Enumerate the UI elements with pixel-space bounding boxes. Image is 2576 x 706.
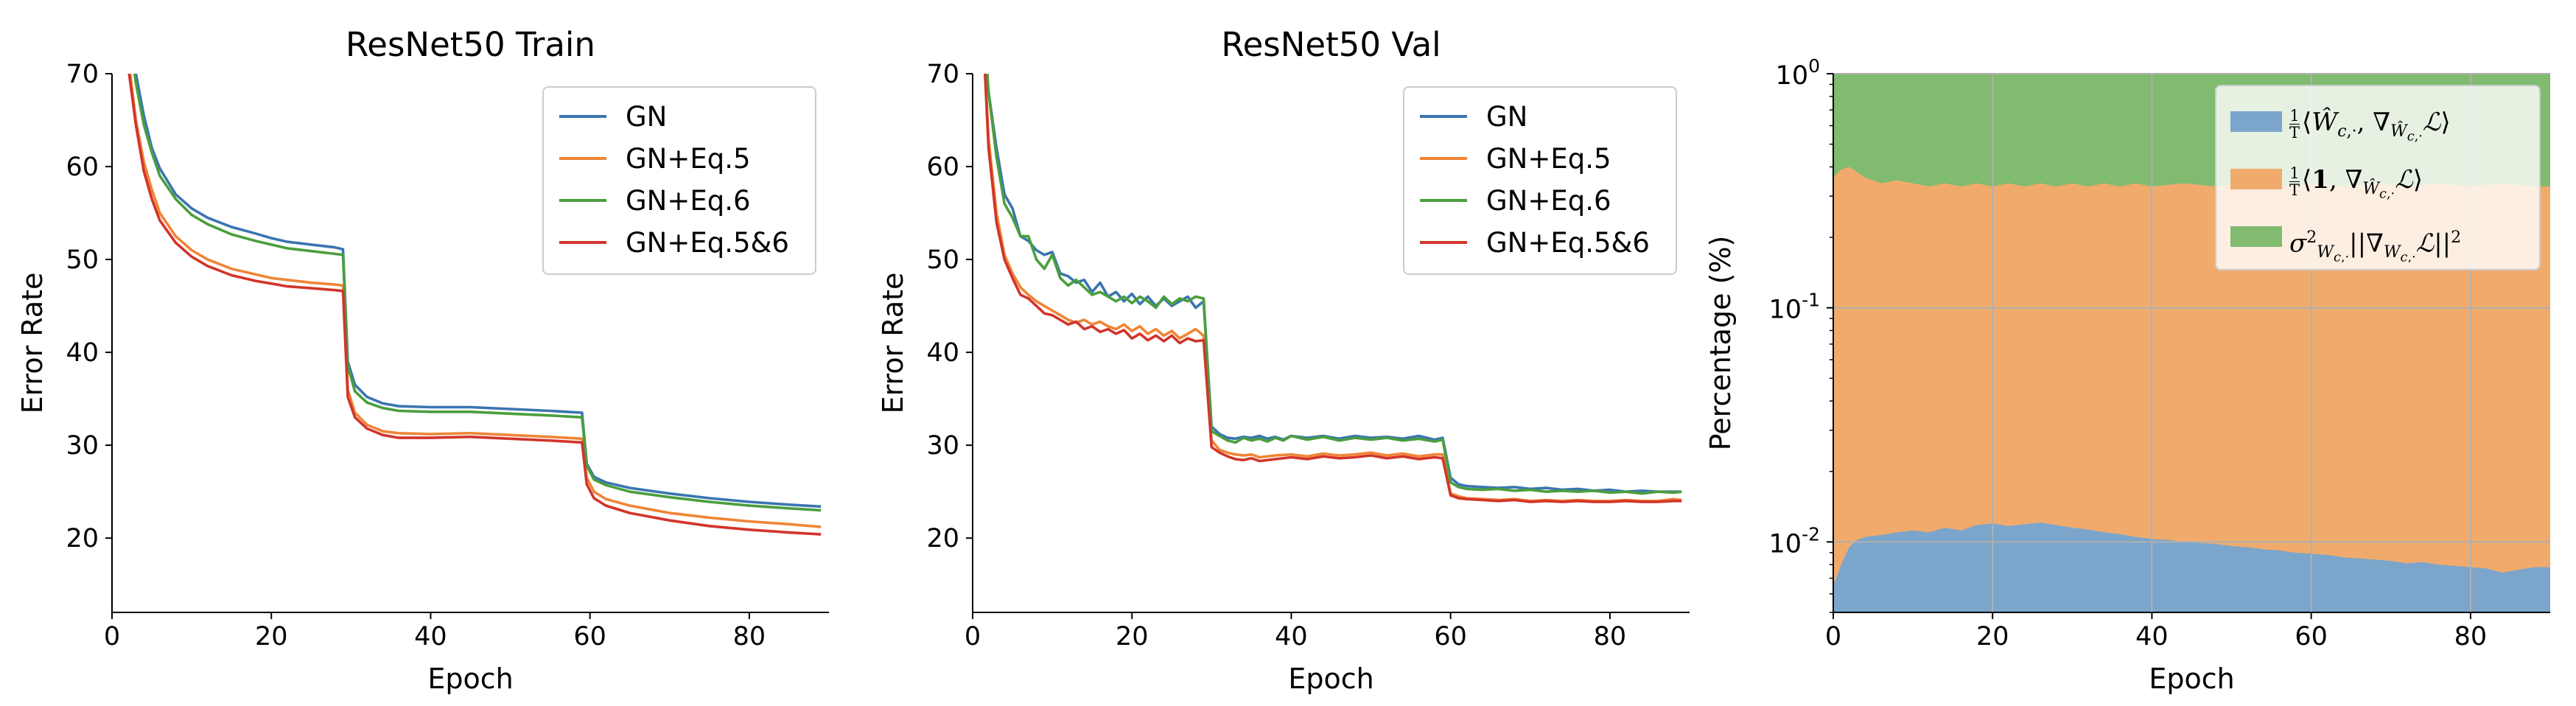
y-axis-label: Error Rate bbox=[877, 273, 909, 414]
y-tick-base: 10 bbox=[1769, 296, 1802, 325]
x-tick-label: 0 bbox=[1825, 622, 1841, 651]
series-line-gn-eq-6 bbox=[985, 74, 1682, 495]
series-line-gn-eq-6 bbox=[133, 74, 822, 512]
plot-lines bbox=[127, 74, 822, 536]
y-tick-label: 70 bbox=[926, 60, 959, 89]
series-line-gn-eq-5 bbox=[128, 74, 822, 528]
y-tick-label: 40 bbox=[926, 338, 959, 368]
y-axis-label: Error Rate bbox=[16, 273, 49, 414]
x-tick-label: 0 bbox=[965, 622, 981, 651]
x-tick-label: 40 bbox=[414, 622, 447, 651]
legend-label: GN bbox=[626, 101, 667, 133]
legend-frame bbox=[1403, 86, 1677, 275]
legend-label-container: σ2Wc,·||∇Wc,·ℒ||2 bbox=[2289, 228, 2462, 262]
y-tick-base: 10 bbox=[1769, 529, 1802, 559]
x-tick-label: 40 bbox=[2135, 622, 2169, 651]
legend-label: GN+Eq.5&6 bbox=[626, 227, 789, 259]
y-tick-label: 30 bbox=[926, 431, 959, 461]
y-tick-label: 20 bbox=[926, 524, 959, 553]
x-tick-label: 80 bbox=[1594, 622, 1627, 651]
legend-label: GN+Eq.6 bbox=[1486, 185, 1611, 217]
y-tick-exponent: 0 bbox=[1808, 55, 1820, 77]
series-line-gn bbox=[134, 74, 822, 508]
legend-label-container: 1T ⟨1, ∇Ŵc,·ℒ⟩ bbox=[2289, 164, 2423, 202]
x-axis-label: Epoch bbox=[1288, 663, 1373, 695]
chart-title: ResNet50 Train bbox=[346, 25, 595, 64]
y-tick-label: 10-2 bbox=[1769, 523, 1820, 559]
x-tick-label: 20 bbox=[1976, 622, 2009, 651]
chart-panel-1: 0 20 40 60 80 20 30 40 50 60 70 ResNet50 Train Epoch… bbox=[16, 25, 829, 695]
legend-label: 1 T ⟨1, ∇Ŵc,·ℒ⟩ bbox=[2289, 164, 2423, 202]
legend: GN GN+Eq.5 GN+Eq.6 GN+Eq.5&6 bbox=[1403, 86, 1677, 275]
x-tick-label: 80 bbox=[2454, 622, 2488, 651]
x-tick-label: 60 bbox=[1434, 622, 1467, 651]
legend: GN GN+Eq.5 GN+Eq.6 GN+Eq.5&6 bbox=[542, 86, 816, 275]
series-line-gn-eq-5-6 bbox=[983, 74, 1682, 503]
y-tick-label: 20 bbox=[66, 524, 99, 553]
legend-label: σ2Wc,·||∇Wc,·ℒ||2 bbox=[2289, 228, 2462, 262]
legend-frame bbox=[2215, 85, 2541, 270]
legend-swatch bbox=[2230, 226, 2282, 247]
legend-frame bbox=[542, 86, 816, 275]
y-tick-label: 50 bbox=[926, 245, 959, 275]
y-tick-label: 70 bbox=[66, 60, 99, 89]
legend-label: GN bbox=[1486, 101, 1527, 133]
x-tick-label: 20 bbox=[1116, 622, 1149, 651]
y-tick-label: 50 bbox=[66, 245, 99, 275]
y-tick-exponent: -2 bbox=[1802, 523, 1820, 545]
legend-swatch bbox=[2230, 111, 2282, 132]
x-tick-label: 60 bbox=[2295, 622, 2328, 651]
x-axis-label: Epoch bbox=[427, 663, 513, 695]
x-axis-label: Epoch bbox=[2149, 663, 2234, 695]
legend-label: GN+Eq.5 bbox=[626, 143, 751, 175]
area-series-1 bbox=[1833, 522, 2550, 612]
area-series-2 bbox=[1833, 167, 2550, 612]
x-tick-label: 40 bbox=[1275, 622, 1308, 651]
y-tick-label: 10-1 bbox=[1769, 290, 1820, 325]
y-tick-label: 100 bbox=[1776, 55, 1820, 91]
y-tick-exponent: -1 bbox=[1802, 290, 1820, 311]
x-tick-label: 0 bbox=[104, 622, 120, 651]
plot-lines bbox=[983, 74, 1682, 503]
chart-title: ResNet50 Val bbox=[1221, 25, 1441, 64]
y-tick-base: 10 bbox=[1776, 61, 1809, 91]
legend-label-container: 1T ⟨Ŵc,·, ∇Ŵc,·ℒ⟩ bbox=[2289, 106, 2451, 144]
x-tick-label: 80 bbox=[733, 622, 766, 651]
y-tick-label: 60 bbox=[926, 153, 959, 182]
y-axis-label: Percentage (%) bbox=[1704, 236, 1737, 451]
legend-swatch bbox=[2230, 169, 2282, 189]
x-tick-label: 60 bbox=[573, 622, 606, 651]
legend: 1T ⟨Ŵc,·, ∇Ŵc,·ℒ⟩ 1T ⟨1, ∇Ŵc,·ℒ⟩ σ2Wc,·||∇Wc… bbox=[2215, 85, 2541, 270]
legend-label: GN+Eq.6 bbox=[626, 185, 751, 217]
legend-label: 1 T ⟨Ŵc,·, ∇Ŵc,·ℒ⟩ bbox=[2289, 106, 2451, 144]
y-tick-label: 30 bbox=[66, 431, 99, 461]
chart-panel-2: 0 20 40 60 80 20 30 40 50 60 70 ResNet50 Val Epoch Er… bbox=[877, 25, 1690, 695]
x-tick-label: 20 bbox=[255, 622, 288, 651]
legend-label: GN+Eq.5 bbox=[1486, 143, 1611, 175]
series-line-gn-eq-5-6 bbox=[127, 74, 822, 536]
y-tick-label: 40 bbox=[66, 338, 99, 368]
legend-label: GN+Eq.5&6 bbox=[1486, 227, 1650, 259]
y-tick-label: 60 bbox=[66, 153, 99, 182]
